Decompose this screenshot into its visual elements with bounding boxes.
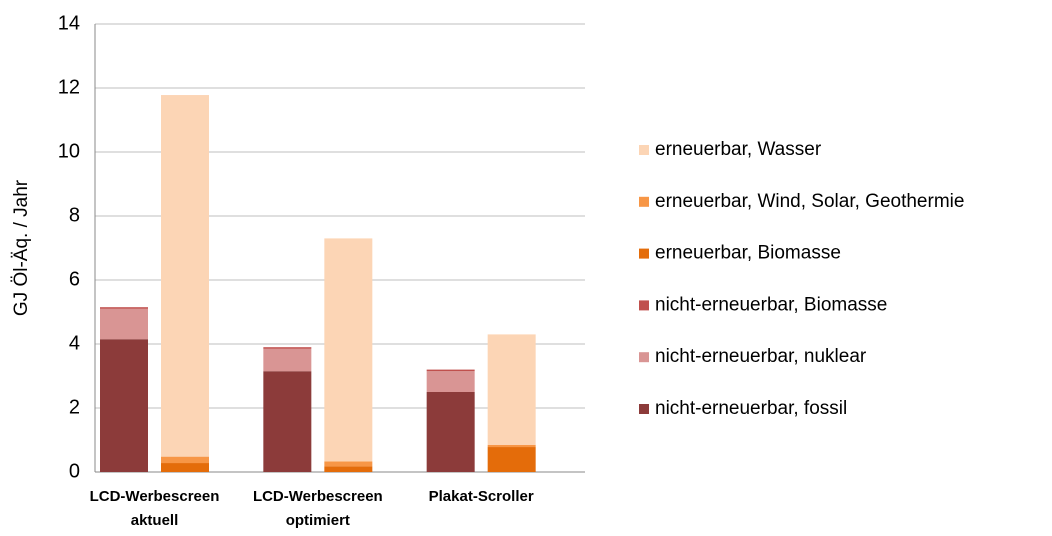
- bar-segment: [426, 369, 475, 372]
- x-tick-label: Plakat-Scroller: [429, 488, 534, 505]
- x-tick-label: LCD-Werbescreen: [90, 488, 220, 505]
- bar-segment: [324, 238, 373, 462]
- bar-segment: [161, 463, 209, 472]
- legend-swatch: [639, 145, 649, 155]
- legend-swatch: [639, 404, 649, 414]
- x-tick-label: aktuell: [131, 512, 179, 529]
- y-axis-label: GJ Öl-Äq. / Jahr: [11, 179, 32, 316]
- y-tick-label: 2: [69, 396, 80, 418]
- legend-label: nicht-erneuerbar, Biomasse: [655, 294, 887, 315]
- bar-segment: [487, 334, 536, 445]
- bar-segment: [487, 447, 536, 472]
- legend-swatch: [639, 300, 649, 311]
- bar-segment: [487, 444, 536, 448]
- legend-swatch: [639, 196, 649, 207]
- y-tick-label: 4: [69, 332, 80, 354]
- bar-segment: [263, 371, 312, 472]
- bar-segment: [324, 461, 373, 467]
- y-tick-label: 6: [69, 268, 80, 290]
- bar-segment: [324, 466, 373, 472]
- bar-segment: [100, 308, 148, 340]
- y-tick-label: 0: [69, 460, 80, 482]
- x-tick-label: optimiert: [286, 512, 350, 529]
- bar-segment: [426, 392, 475, 472]
- legend-label: erneuerbar, Wind, Solar, Geothermie: [655, 191, 964, 212]
- bar-segment: [263, 347, 312, 349]
- y-tick-label: 12: [58, 76, 80, 98]
- bar-segment: [161, 456, 209, 464]
- y-tick-label: 8: [69, 204, 80, 226]
- y-tick-label: 10: [58, 140, 80, 162]
- legend-label: nicht-erneuerbar, nuklear: [655, 346, 867, 367]
- legend-label: erneuerbar, Biomasse: [655, 243, 841, 264]
- bar-segment: [100, 307, 148, 309]
- legend-label: erneuerbar, Wasser: [655, 139, 822, 160]
- y-tick-label: 14: [58, 12, 80, 34]
- x-tick-label: LCD-Werbescreen: [253, 488, 383, 505]
- legend-label: nicht-erneuerbar, fossil: [655, 398, 847, 419]
- bar-segment: [426, 371, 475, 392]
- legend-swatch: [639, 352, 649, 363]
- bar-segment: [263, 348, 312, 372]
- bar-segment: [100, 339, 148, 472]
- bar-segment: [161, 95, 209, 457]
- legend-swatch: [639, 248, 649, 259]
